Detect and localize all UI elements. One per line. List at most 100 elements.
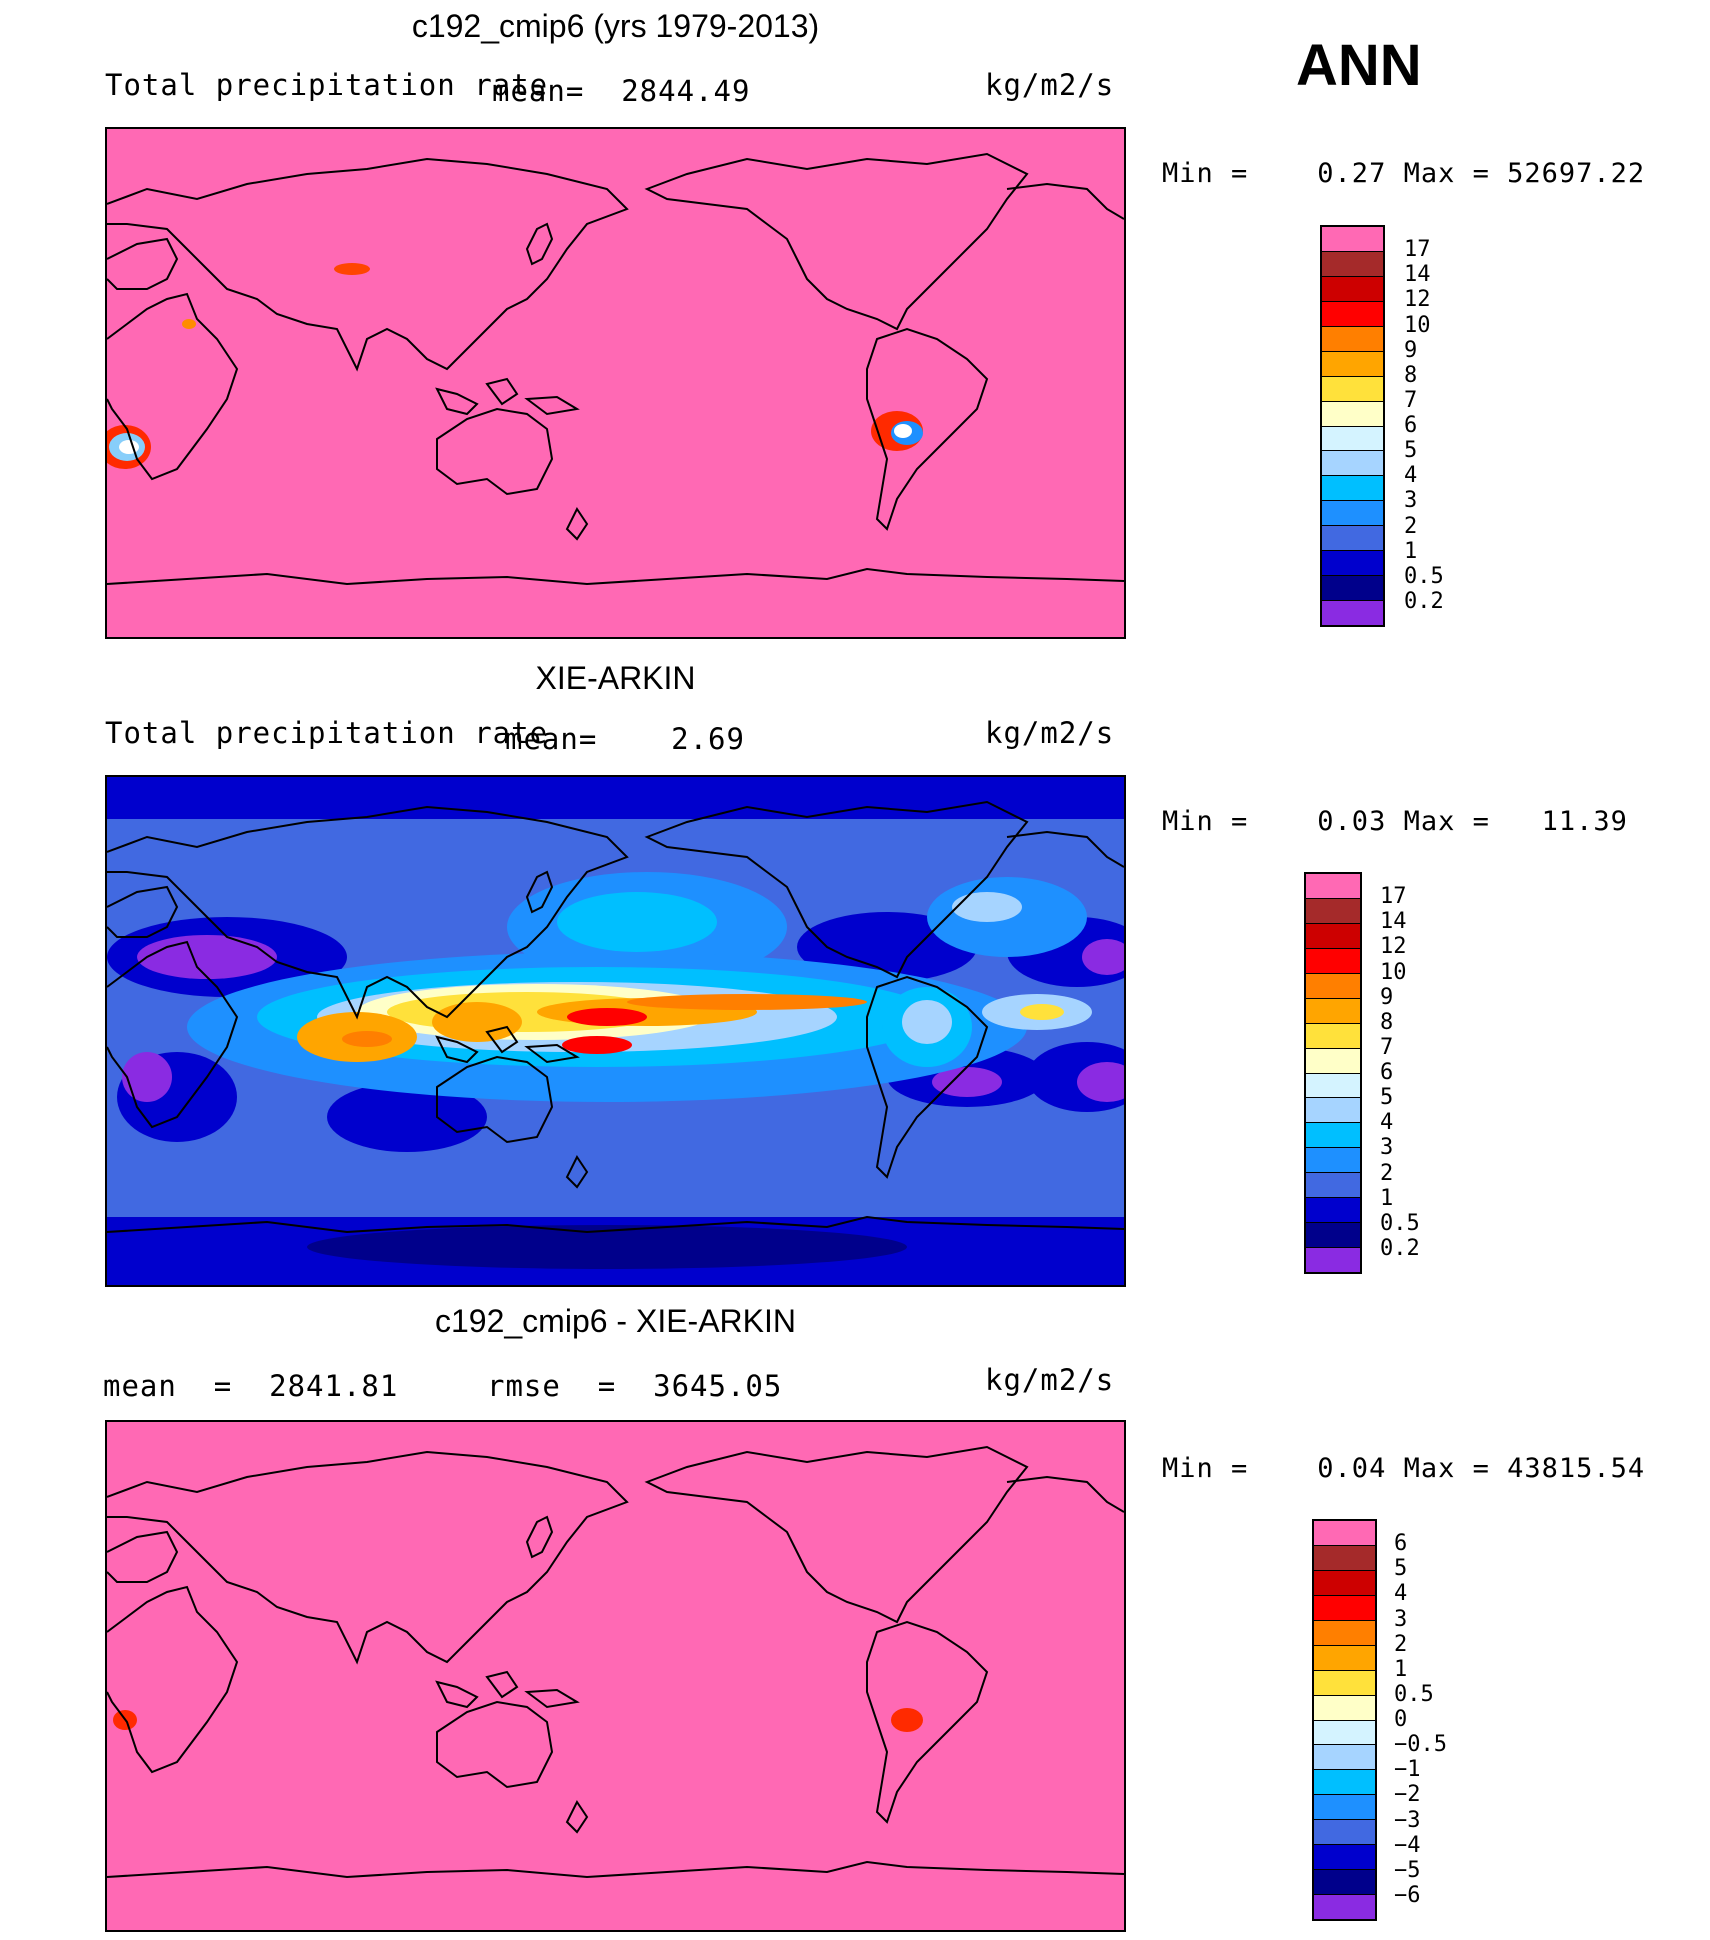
colorbar-label: 17 xyxy=(1380,884,1407,910)
colorbar-box xyxy=(1314,1844,1375,1870)
colorbar-box xyxy=(1314,1694,1375,1720)
colorbar-box xyxy=(1306,1047,1360,1073)
colorbar-box xyxy=(1322,325,1383,351)
colorbar-box xyxy=(1322,475,1383,501)
colorbar-box xyxy=(1306,1022,1360,1048)
colorbar-label: 9 xyxy=(1404,337,1418,363)
colorbar-box xyxy=(1314,1669,1375,1695)
colorbar-label: 8 xyxy=(1404,362,1418,388)
panel1-minmax: Min = 0.27 Max = 52697.22 xyxy=(1162,158,1646,189)
panel3-colorbar-labels: 6 5 4 3 2 1 0.5 0 −0.5 −1 −2 −3 −4 −5 −6 xyxy=(1394,1519,1474,1921)
colorbar-label: −3 xyxy=(1394,1807,1421,1833)
colorbar-box xyxy=(1314,1819,1375,1845)
colorbar-label: 4 xyxy=(1404,463,1418,489)
colorbar-box xyxy=(1314,1769,1375,1795)
colorbar-label: 3 xyxy=(1394,1606,1408,1632)
colorbar-box xyxy=(1306,1147,1360,1173)
colorbar-label: 0.5 xyxy=(1380,1210,1420,1236)
colorbar-box xyxy=(1322,300,1383,326)
colorbar-label: 0.2 xyxy=(1404,588,1444,614)
colorbar-label: 17 xyxy=(1404,237,1431,263)
colorbar-box xyxy=(1306,997,1360,1023)
panel2-colorbar-labels: 17 14 12 10 9 8 7 6 5 4 3 2 1 0.5 0.2 xyxy=(1380,872,1460,1274)
panel2-minmax: Min = 0.03 Max = 11.39 xyxy=(1162,806,1628,837)
colorbar-label: 2 xyxy=(1380,1160,1394,1186)
colorbar-label: −0.5 xyxy=(1394,1732,1447,1758)
panel3-units: kg/m2/s xyxy=(985,1363,1115,1397)
colorbar-box xyxy=(1306,1222,1360,1248)
colorbar-box xyxy=(1314,1869,1375,1895)
colorbar-label: 3 xyxy=(1380,1135,1394,1161)
colorbar-box xyxy=(1306,972,1360,998)
colorbar-label: 4 xyxy=(1394,1581,1408,1607)
colorbar-box xyxy=(1322,525,1383,551)
colorbar-box xyxy=(1314,1794,1375,1820)
colorbar-label: 9 xyxy=(1380,984,1394,1010)
panel1-mean: mean= 2844.49 xyxy=(492,74,751,108)
colorbar-box xyxy=(1322,450,1383,476)
panel3-rmse: rmse = 3645.05 xyxy=(487,1369,783,1403)
colorbar-label: 0.5 xyxy=(1404,563,1444,589)
colorbar-label: 6 xyxy=(1380,1060,1394,1085)
panel2-units: kg/m2/s xyxy=(985,716,1115,750)
colorbar-label: 6 xyxy=(1394,1531,1408,1557)
colorbar-box xyxy=(1322,600,1383,625)
colorbar-label: −4 xyxy=(1394,1832,1421,1858)
colorbar-label: 2 xyxy=(1404,513,1418,539)
panel2-colorbar xyxy=(1304,872,1362,1274)
colorbar-label: 7 xyxy=(1380,1034,1394,1060)
colorbar-label: 6 xyxy=(1404,413,1418,438)
colorbar-box xyxy=(1322,227,1383,251)
colorbar-label: 4 xyxy=(1380,1110,1394,1136)
panel1-anomaly-tibet xyxy=(334,263,370,275)
colorbar-box xyxy=(1322,500,1383,526)
colorbar-box xyxy=(1322,250,1383,276)
colorbar-label: 10 xyxy=(1380,959,1407,985)
panel2-variable-label: Total precipitation rate xyxy=(105,716,549,750)
panel3-colorbar xyxy=(1312,1519,1377,1921)
colorbar-box xyxy=(1306,1072,1360,1098)
panel1-colorbar xyxy=(1320,225,1385,627)
panel3-mean: mean = 2841.81 xyxy=(103,1369,399,1403)
colorbar-box xyxy=(1314,1719,1375,1745)
colorbar-box xyxy=(1306,1122,1360,1148)
colorbar-box xyxy=(1314,1894,1375,1919)
colorbar-label: 14 xyxy=(1380,909,1407,935)
colorbar-label: 2 xyxy=(1394,1631,1408,1657)
colorbar-box xyxy=(1322,350,1383,376)
panel1-variable-label: Total precipitation rate xyxy=(105,68,549,102)
colorbar-box xyxy=(1322,400,1383,426)
colorbar-label: −1 xyxy=(1394,1757,1421,1783)
panel1-colorbar-labels: 17 14 12 10 9 8 7 6 5 4 3 2 1 0.5 0.2 xyxy=(1404,225,1484,627)
colorbar-box xyxy=(1306,922,1360,948)
colorbar-box xyxy=(1314,1619,1375,1645)
colorbar-label: 5 xyxy=(1394,1556,1408,1582)
panel1-map xyxy=(105,127,1126,639)
colorbar-label: 14 xyxy=(1404,262,1431,288)
colorbar-box xyxy=(1314,1594,1375,1620)
panel3-title: c192_cmip6 - XIE-ARKIN xyxy=(434,1303,796,1339)
colorbar-label: 8 xyxy=(1380,1009,1394,1035)
colorbar-label: 5 xyxy=(1380,1085,1394,1111)
colorbar-label: 7 xyxy=(1404,387,1418,413)
colorbar-box xyxy=(1322,575,1383,601)
colorbar-label: −6 xyxy=(1394,1882,1421,1908)
colorbar-box xyxy=(1322,550,1383,576)
colorbar-label: −5 xyxy=(1394,1857,1421,1883)
colorbar-label: 10 xyxy=(1404,312,1431,338)
season-label: ANN xyxy=(1296,33,1422,98)
colorbar-label: 1 xyxy=(1404,538,1418,564)
colorbar-box xyxy=(1306,1247,1360,1272)
panel3-anomaly-andes xyxy=(891,1708,923,1732)
panel1-anomaly-ethiopia xyxy=(182,319,196,329)
panel2-title: XIE-ARKIN xyxy=(535,660,696,696)
colorbar-box xyxy=(1306,1197,1360,1223)
panel1-title: c192_cmip6 (yrs 1979-2013) xyxy=(411,8,820,44)
panel1-anomaly-andes xyxy=(871,411,923,451)
colorbar-box xyxy=(1314,1544,1375,1570)
colorbar-label: 0.2 xyxy=(1380,1235,1420,1261)
panel2-mean: mean= 2.69 xyxy=(505,722,745,756)
colorbar-box xyxy=(1306,874,1360,898)
colorbar-label: 5 xyxy=(1404,438,1418,464)
colorbar-label: −2 xyxy=(1394,1782,1421,1808)
